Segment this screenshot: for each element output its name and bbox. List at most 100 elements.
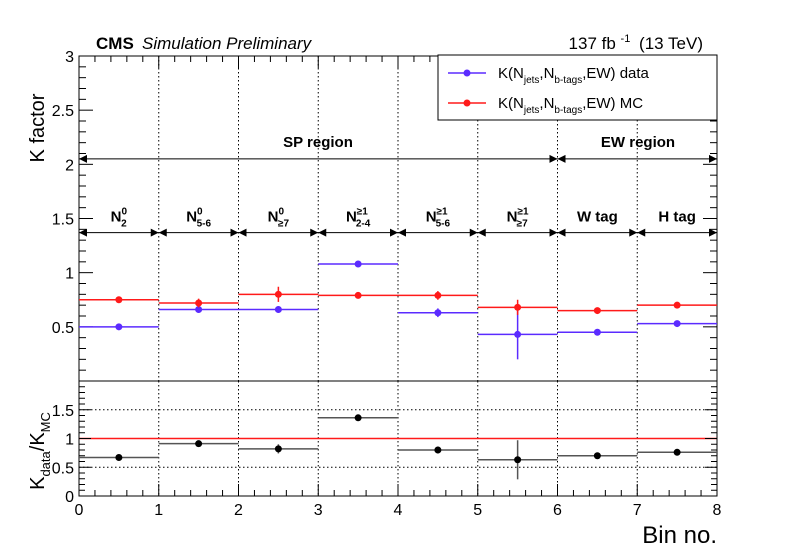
bin-label-main: N — [346, 209, 357, 226]
ratio-title-k1: K — [27, 476, 49, 490]
ratio-title-sub-mc: MC — [38, 412, 53, 432]
bin-label-sup: ≥1 — [357, 207, 368, 218]
bin-arrow — [238, 228, 319, 237]
bin-label-main: N — [507, 209, 518, 226]
bin-label-main: N — [111, 209, 122, 226]
y-tick-label: 1 — [65, 266, 74, 283]
legend: K(Njets,Nb-tags,EW) data K(Njets,Nb-tags… — [437, 54, 718, 121]
ratio-y-tick-label: 1 — [65, 432, 74, 449]
data-point — [593, 307, 601, 315]
cms-label: CMS — [96, 34, 134, 53]
series-ratio — [79, 414, 717, 480]
arrow-head-left — [398, 228, 406, 237]
sp-region-label: SP region — [283, 134, 353, 151]
bin-label-main: N — [426, 209, 437, 226]
y-tick-label: 1.5 — [52, 212, 74, 229]
bin-label-main: H tag — [658, 209, 696, 226]
ew-region-arrow — [557, 154, 717, 163]
legend-mc-marker — [463, 99, 471, 107]
x-tick-label: 2 — [234, 502, 243, 519]
bin-label: N≥1 5-6 — [426, 207, 451, 230]
x-tick-label: 0 — [75, 502, 84, 519]
bin-label-main: N — [186, 209, 197, 226]
arrow-head-left — [318, 228, 327, 237]
region-layer: SP region EW region — [79, 134, 717, 237]
ratio-point — [115, 453, 123, 461]
arrow-head-left — [238, 228, 247, 237]
x-axis-title: Bin no. — [642, 522, 717, 547]
data-point — [115, 323, 123, 331]
bin-label-sup: 0 — [122, 207, 128, 218]
data-point — [115, 296, 123, 304]
data-point — [274, 306, 282, 313]
y-tick-label: 3 — [65, 49, 74, 66]
lumi-value: 137 fb — [569, 34, 616, 53]
bin-arrow — [79, 228, 159, 237]
x-tick-label: 8 — [713, 502, 722, 519]
legend-data-mid: ,N — [539, 65, 554, 82]
arrow-head-right — [310, 228, 319, 237]
lumi-exponent: -1 — [621, 33, 631, 45]
ratio-point — [274, 445, 282, 453]
arrow-head-left — [637, 228, 646, 237]
ratio-y-tick-label: 1.5 — [52, 403, 74, 420]
data-point — [514, 330, 522, 338]
cms-header: CMS Simulation Preliminary — [96, 34, 313, 53]
bin-label-sup: 0 — [197, 207, 203, 218]
arrow-head-right — [549, 154, 558, 163]
arrow-head-right — [230, 228, 239, 237]
ratio-point — [673, 448, 681, 456]
data-point — [514, 303, 522, 311]
ratio-point — [434, 446, 442, 454]
ew-region-label: EW region — [601, 134, 675, 151]
bin-label-sup: ≥1 — [518, 207, 529, 218]
ratio-point — [354, 414, 362, 422]
bin-label: W tag — [577, 209, 618, 226]
arrow-head-left — [79, 228, 87, 237]
bin-label-sub: 2 — [121, 219, 127, 230]
bin-label: N0 ≥7 — [268, 207, 290, 230]
grid-layer — [79, 56, 717, 496]
arrow-head-right — [469, 228, 478, 237]
data-point — [274, 290, 282, 298]
legend-data-marker — [463, 69, 471, 77]
x-tick-label: 1 — [154, 502, 163, 519]
data-point — [673, 320, 681, 328]
arrow-head-right — [549, 228, 558, 237]
legend-mc-sub2: b-tags — [554, 105, 582, 116]
bin-label-sub: 5-6 — [436, 219, 451, 230]
bin-label-sub: ≥7 — [278, 219, 289, 230]
y-tick-label: 2 — [65, 157, 74, 174]
arrow-head-right — [709, 154, 717, 163]
y-tick-label: 2.5 — [52, 103, 74, 120]
legend-mc-post: ,EW) MC — [582, 95, 643, 112]
ratio-point — [195, 440, 203, 448]
luminosity-label: 137 fb -1 (13 TeV) — [569, 27, 703, 53]
arrow-head-right — [709, 228, 717, 237]
y-axis-title: K factor — [27, 93, 49, 162]
bin-label-layer: N0 2 N0 5-6 N0 ≥7 N≥1 2-4 N≥1 5-6 N≥1 ≥7 W tag H tag — [111, 207, 696, 230]
bin-arrow — [637, 228, 717, 237]
legend-data-label: K(Njets,Nb-tags,EW) data — [498, 65, 650, 86]
data-point — [673, 301, 681, 309]
data-point — [195, 306, 203, 313]
arrow-head-left — [158, 228, 167, 237]
lumi-energy: (13 TeV) — [639, 34, 703, 53]
arrow-head-left — [477, 228, 486, 237]
legend-data-sub2: b-tags — [554, 75, 582, 86]
arrow-head-right — [150, 228, 159, 237]
bin-label-sub: ≥7 — [517, 219, 528, 230]
bin-arrow — [398, 228, 478, 237]
legend-data-pre: K(N — [498, 65, 524, 82]
data-point — [354, 260, 362, 268]
bin-label-sub: 2-4 — [356, 219, 371, 230]
marks-layer — [79, 260, 717, 480]
bin-label: N0 2 — [111, 207, 128, 230]
bin-arrow — [158, 228, 239, 237]
ratio-y-tick-label: 0 — [65, 489, 74, 506]
bin-arrow — [318, 228, 398, 237]
arrow-head-right — [629, 228, 638, 237]
data-point — [354, 291, 362, 299]
ratio-title-k2: /K — [27, 432, 49, 452]
